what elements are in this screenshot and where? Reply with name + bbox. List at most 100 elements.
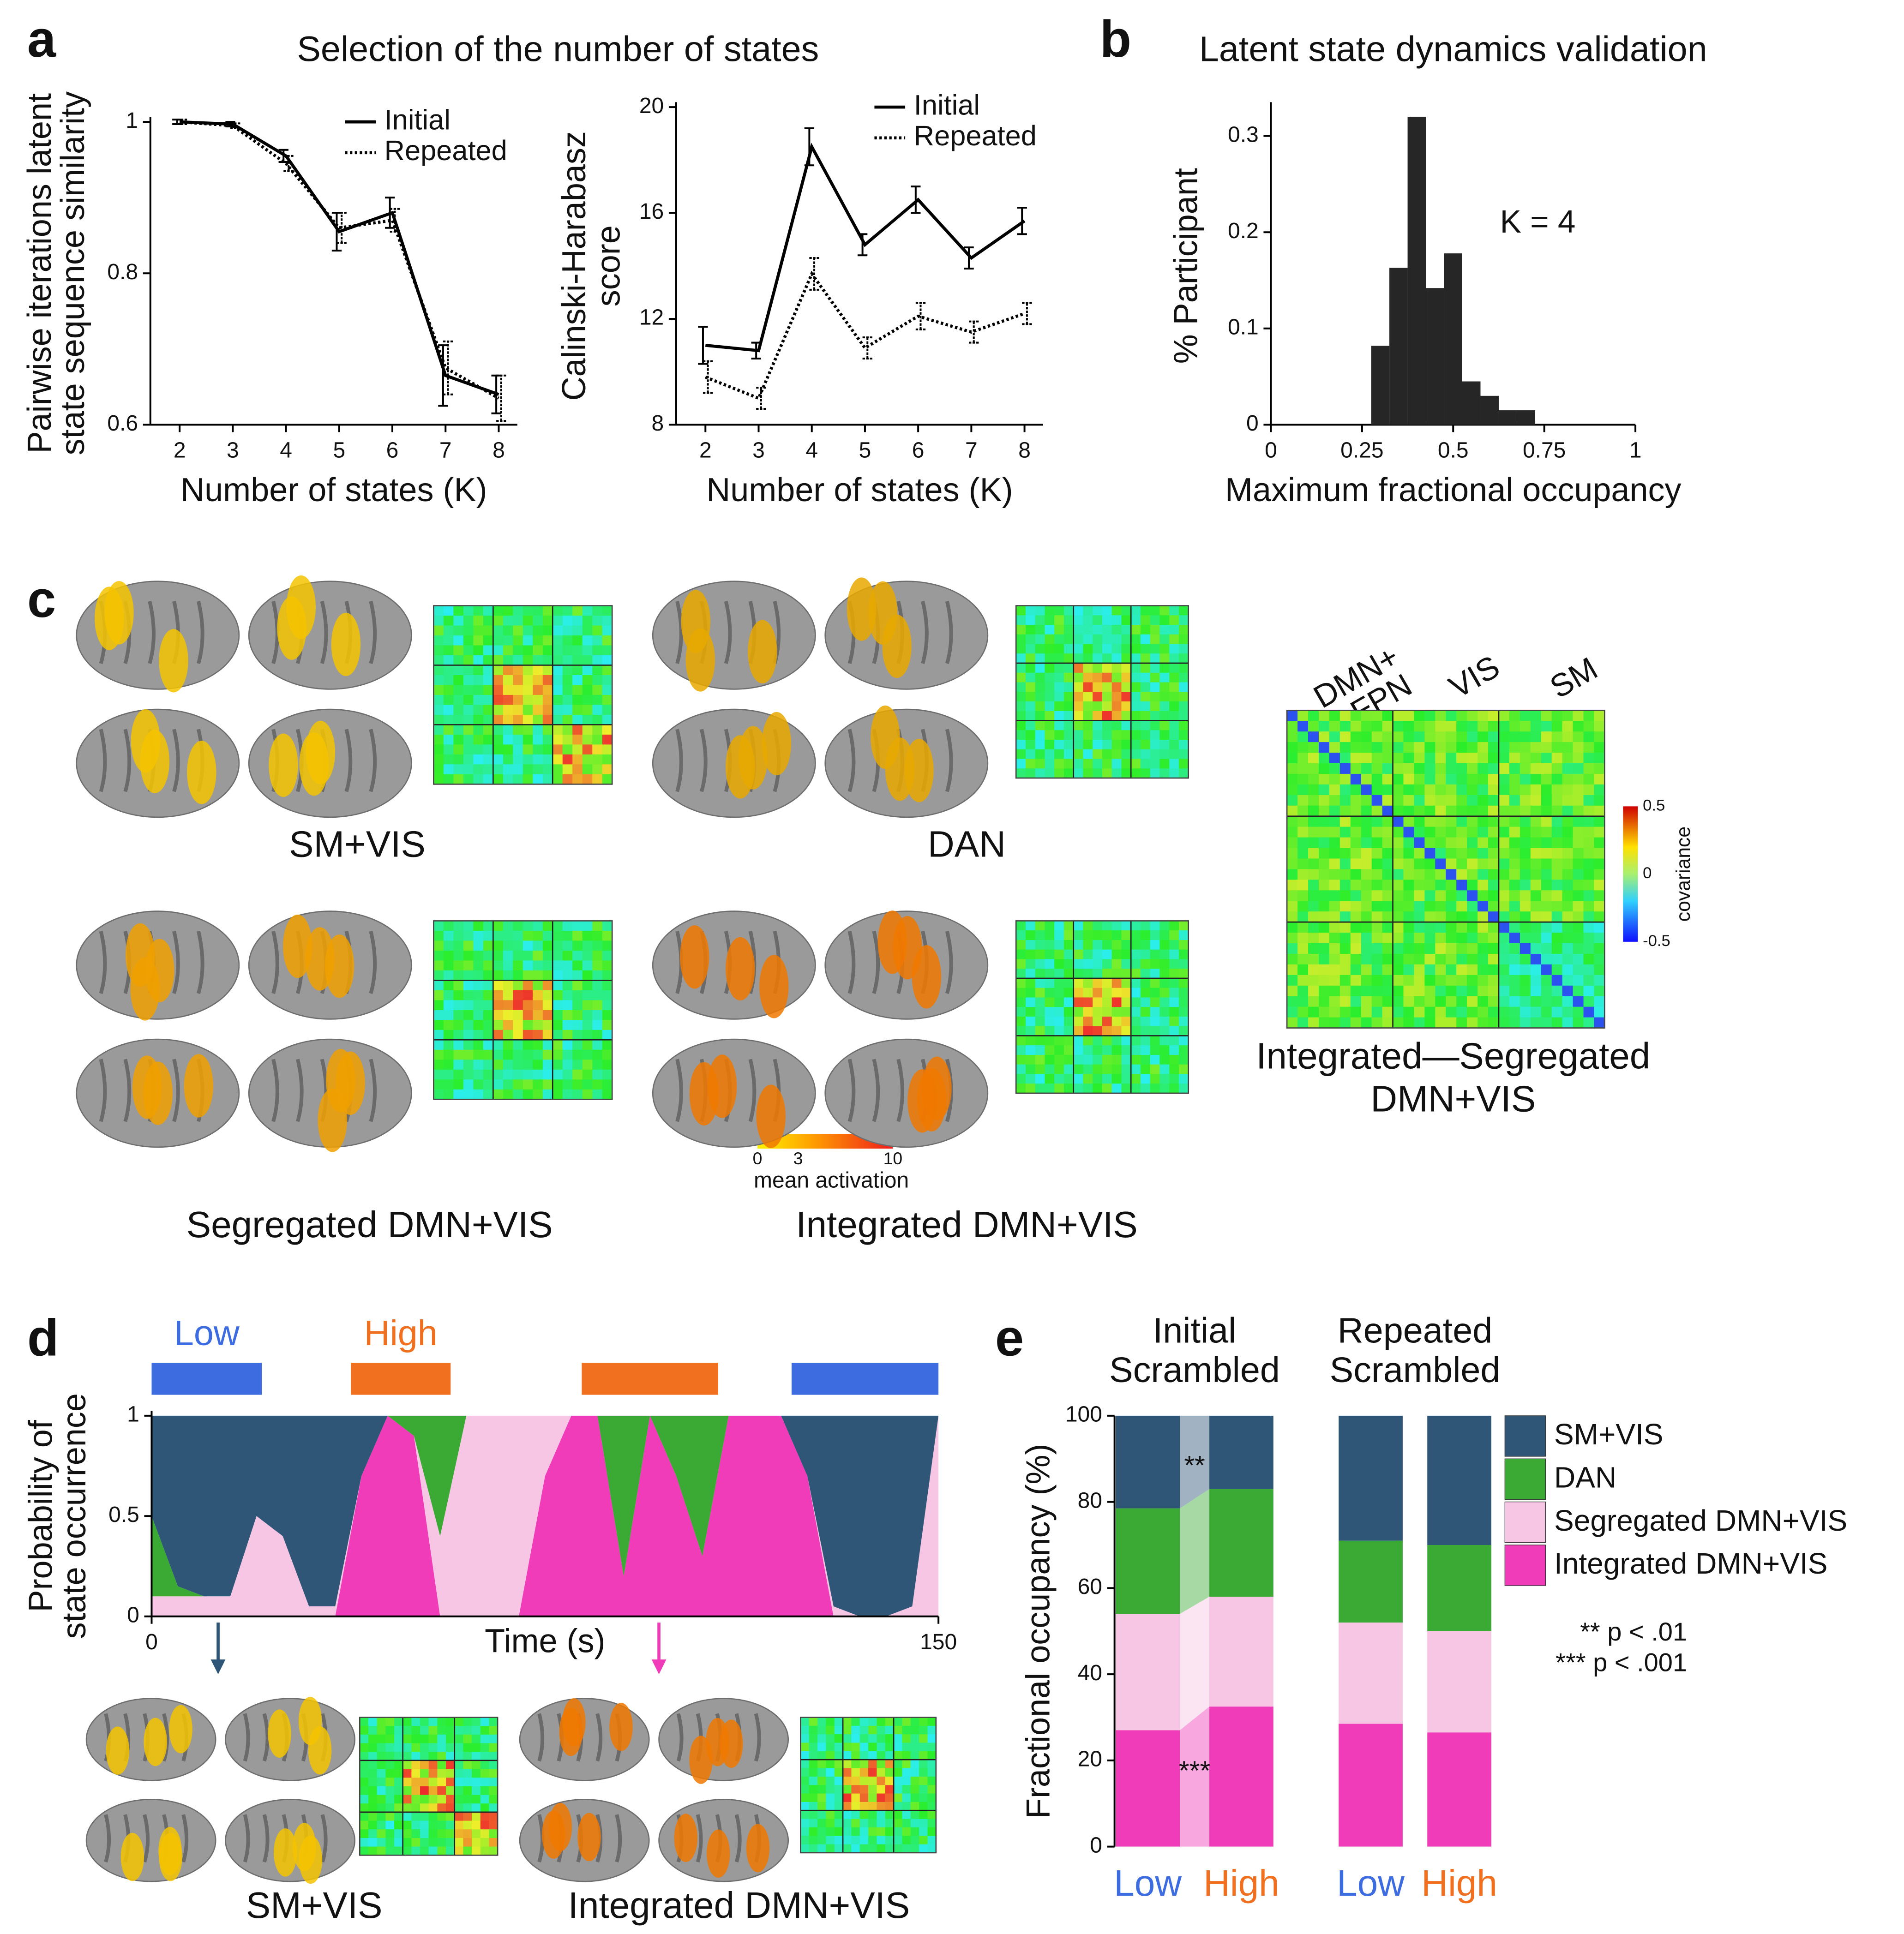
heatmap-cell	[1562, 922, 1574, 933]
heatmap-cell	[1318, 763, 1330, 774]
heatmap-cell	[1016, 921, 1026, 931]
heatmap-cell	[1520, 985, 1531, 997]
heatmap-cell	[868, 1802, 877, 1811]
heatmap-cell	[433, 970, 444, 981]
heatmap-cell	[1573, 880, 1584, 891]
heatmap-cell	[1140, 1054, 1151, 1065]
activation-blob	[680, 925, 709, 989]
heatmap-cell	[1131, 615, 1141, 625]
heatmap-cell	[443, 605, 454, 616]
heatmap-cell	[1131, 1026, 1141, 1036]
heatmap-cell	[1520, 869, 1531, 880]
heatmap-cell	[1169, 711, 1179, 721]
heatmap-cell	[1467, 721, 1478, 732]
heatmap-cell	[483, 921, 494, 931]
heatmap-cell	[1121, 988, 1132, 998]
heatmap-cell	[1573, 805, 1584, 817]
heatmap-cell	[1178, 1016, 1189, 1027]
heatmap-cell	[1393, 731, 1404, 742]
heatmap-cell	[572, 685, 583, 695]
heatmap-cell	[1414, 826, 1425, 838]
heatmap-cell	[1594, 1017, 1605, 1029]
heatmap-cell	[826, 1717, 835, 1726]
heatmap-cell	[592, 725, 603, 735]
legend-label: Repeated	[914, 120, 1037, 152]
heatmap-cell	[602, 990, 613, 1001]
heatmap-cell	[1509, 858, 1520, 870]
heatmap-cell	[1446, 953, 1457, 965]
heatmap-cell	[473, 940, 484, 951]
heatmap-cell	[433, 921, 444, 931]
activation-blob	[187, 741, 216, 804]
heatmap-cell	[493, 605, 504, 616]
heatmap-cell	[473, 764, 484, 775]
heatmap-cell	[1467, 901, 1478, 912]
heatmap-cell	[877, 1776, 886, 1786]
heatmap-cell	[1159, 768, 1170, 778]
heatmap-cell	[1159, 921, 1170, 931]
heatmap-cell	[523, 734, 534, 745]
sulcus	[104, 1814, 111, 1863]
heatmap-cell	[834, 1819, 843, 1828]
heatmap-cell	[1063, 1016, 1074, 1027]
heatmap-cell	[843, 1725, 852, 1735]
heatmap-cell	[1150, 949, 1160, 960]
error-bar	[915, 302, 926, 330]
heatmap-cell	[582, 685, 593, 695]
heatmap-cell	[1583, 996, 1595, 1007]
heatmap-cell	[463, 1846, 472, 1856]
heatmap-cell	[473, 921, 484, 931]
heatmap-cell	[1403, 943, 1415, 954]
heatmap-cell	[472, 1829, 481, 1838]
heatmap-cell	[826, 1742, 835, 1752]
covariance-colorbar	[1623, 806, 1638, 942]
heatmap-cell	[463, 705, 474, 715]
heatmap-cell	[454, 1760, 464, 1770]
heatmap-cell	[1308, 795, 1319, 806]
heatmap-cell	[1583, 826, 1595, 838]
heatmap-cell	[602, 605, 613, 616]
heatmap-cell	[1121, 1045, 1132, 1055]
heatmap-cell	[1083, 711, 1093, 721]
heatmap-cell	[463, 1040, 474, 1050]
heatmap-cell	[1350, 985, 1362, 997]
heatmap-cell	[443, 764, 454, 775]
heatmap-cell	[1435, 943, 1447, 954]
heatmap-cell	[572, 645, 583, 656]
heatmap-cell	[513, 1089, 523, 1100]
heatmap-cell	[1339, 953, 1351, 965]
heatmap-cell	[428, 1752, 438, 1761]
heatmap-cell	[1382, 795, 1393, 806]
heatmap-cell	[1478, 731, 1489, 742]
heatmap-cell	[859, 1734, 869, 1743]
heatmap-cell	[1520, 848, 1531, 859]
heatmap-cell	[463, 744, 474, 755]
heatmap-cell	[1414, 922, 1425, 933]
heatmap-cell	[1393, 1006, 1404, 1018]
activation-blob	[548, 1802, 572, 1851]
heatmap-cell	[1111, 615, 1122, 625]
heatmap-cell	[411, 1734, 420, 1744]
error-bar	[491, 374, 501, 414]
heatmap-cell	[809, 1844, 818, 1853]
heatmap-cell	[1308, 975, 1319, 986]
heatmap-cell	[394, 1829, 403, 1838]
heatmap-cell	[1287, 1017, 1298, 1029]
heatmap-cell	[902, 1810, 911, 1820]
heatmap-cell	[428, 1812, 438, 1821]
heatmap-cell	[1150, 1007, 1160, 1017]
heatmap-cell	[1594, 933, 1605, 944]
heatmap-cell	[394, 1795, 403, 1804]
heatmap-cell	[1446, 710, 1457, 722]
heatmap-cell	[428, 1795, 438, 1804]
heatmap-cell	[1551, 943, 1563, 954]
sulcus	[369, 600, 377, 665]
heatmap-cell	[1498, 753, 1510, 764]
heatmap-cell	[1159, 720, 1170, 731]
heatmap-cell	[1102, 653, 1112, 664]
activation-blob	[305, 927, 335, 991]
heatmap-cell	[1111, 997, 1122, 1008]
heatmap-cell	[1287, 742, 1298, 753]
heatmap-cell	[1178, 1026, 1189, 1036]
heatmap-cell	[420, 1760, 429, 1770]
